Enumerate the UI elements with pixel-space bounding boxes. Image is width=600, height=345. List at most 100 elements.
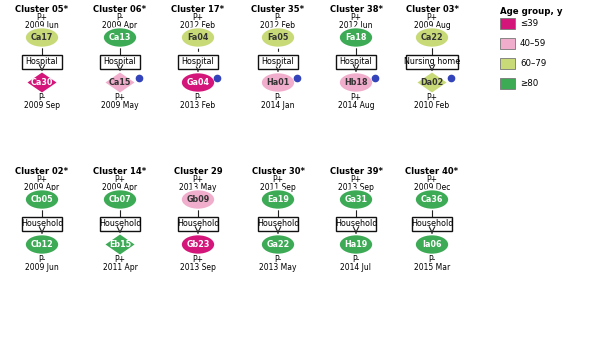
Text: P+: P+ (115, 256, 125, 265)
Text: 60–79: 60–79 (520, 59, 546, 68)
FancyBboxPatch shape (412, 217, 452, 230)
Text: Ha19: Ha19 (344, 240, 368, 249)
Text: 2013 May: 2013 May (259, 263, 297, 272)
Text: 2009 May: 2009 May (101, 100, 139, 109)
Text: Cluster 06*: Cluster 06* (94, 5, 146, 14)
Text: Cluster 29: Cluster 29 (173, 167, 223, 176)
Text: Cluster 03*: Cluster 03* (406, 5, 458, 14)
Text: Hospital: Hospital (182, 57, 214, 66)
Text: P-: P- (194, 93, 202, 102)
FancyBboxPatch shape (258, 217, 298, 230)
Ellipse shape (25, 235, 59, 255)
Text: Da02: Da02 (421, 78, 443, 87)
Ellipse shape (415, 189, 449, 209)
FancyBboxPatch shape (500, 58, 515, 69)
Text: Ca36: Ca36 (421, 195, 443, 204)
Text: P-: P- (274, 256, 281, 265)
Text: Fa04: Fa04 (187, 33, 209, 42)
FancyBboxPatch shape (178, 217, 218, 230)
Text: Ca22: Ca22 (421, 33, 443, 42)
Text: Cluster 05*: Cluster 05* (16, 5, 68, 14)
Ellipse shape (261, 28, 295, 48)
Text: Cluster 35*: Cluster 35* (251, 5, 305, 14)
Text: Age group, y: Age group, y (500, 7, 563, 16)
Ellipse shape (339, 72, 373, 92)
Text: Cluster 40*: Cluster 40* (406, 167, 458, 176)
Text: P+: P+ (193, 256, 203, 265)
Polygon shape (26, 71, 58, 93)
Text: 2012 Jun: 2012 Jun (339, 20, 373, 30)
Text: 2009 Sep: 2009 Sep (24, 100, 60, 109)
Text: 2014 Jan: 2014 Jan (261, 100, 295, 109)
FancyBboxPatch shape (336, 217, 376, 230)
Text: P-: P- (352, 256, 359, 265)
Text: 2013 Sep: 2013 Sep (180, 263, 216, 272)
FancyBboxPatch shape (22, 217, 62, 230)
Text: P+: P+ (115, 93, 125, 102)
Text: Ga04: Ga04 (187, 78, 209, 87)
Text: Hospital: Hospital (340, 57, 373, 66)
Text: P+: P+ (272, 176, 284, 185)
Text: Cluster 17*: Cluster 17* (172, 5, 224, 14)
Text: P+: P+ (193, 13, 203, 22)
Text: Hb18: Hb18 (344, 78, 368, 87)
Text: Cluster 30*: Cluster 30* (251, 167, 305, 176)
Text: 2015 Mar: 2015 Mar (414, 263, 450, 272)
Polygon shape (104, 71, 136, 93)
Text: 40–59: 40–59 (520, 39, 546, 48)
Ellipse shape (25, 28, 59, 48)
FancyBboxPatch shape (100, 55, 140, 69)
Text: Fa05: Fa05 (268, 33, 289, 42)
Text: Ca30: Ca30 (31, 78, 53, 87)
Text: P-: P- (38, 93, 46, 102)
Text: Hospital: Hospital (262, 57, 295, 66)
Text: Ea19: Ea19 (267, 195, 289, 204)
Text: Ca17: Ca17 (31, 33, 53, 42)
Text: 2014 Jul: 2014 Jul (341, 263, 371, 272)
Ellipse shape (103, 189, 137, 209)
Text: P+: P+ (427, 13, 437, 22)
Ellipse shape (339, 28, 373, 48)
FancyBboxPatch shape (500, 78, 515, 89)
Text: Gb23: Gb23 (187, 240, 209, 249)
Text: P+: P+ (350, 13, 361, 22)
Text: P+: P+ (350, 93, 361, 102)
Text: 2011 Apr: 2011 Apr (103, 263, 137, 272)
Text: Household: Household (411, 219, 453, 228)
Text: P-: P- (274, 13, 281, 22)
Text: Cluster 02*: Cluster 02* (16, 167, 68, 176)
Ellipse shape (181, 189, 215, 209)
Ellipse shape (339, 235, 373, 255)
Text: P+: P+ (193, 176, 203, 185)
Text: P+: P+ (427, 176, 437, 185)
Text: 2009 Dec: 2009 Dec (414, 183, 450, 191)
Text: 2014 Aug: 2014 Aug (338, 100, 374, 109)
Text: Cb05: Cb05 (31, 195, 53, 204)
Text: Cluster 38*: Cluster 38* (329, 5, 383, 14)
Ellipse shape (339, 189, 373, 209)
Text: Hospital: Hospital (104, 57, 136, 66)
Text: Household: Household (257, 219, 299, 228)
Polygon shape (104, 234, 136, 256)
Ellipse shape (415, 235, 449, 255)
Text: 2013 Sep: 2013 Sep (338, 183, 374, 191)
Text: Household: Household (99, 219, 141, 228)
Text: 2009 Apr: 2009 Apr (103, 183, 137, 191)
Text: 2009 Apr: 2009 Apr (25, 183, 59, 191)
Text: Nursing home: Nursing home (404, 57, 460, 66)
Polygon shape (416, 71, 448, 93)
Text: P-: P- (116, 13, 124, 22)
Text: Gb09: Gb09 (187, 195, 209, 204)
Ellipse shape (181, 28, 215, 48)
Text: Eb15: Eb15 (109, 240, 131, 249)
Text: 2009 Jun: 2009 Jun (25, 263, 59, 272)
Text: Ca13: Ca13 (109, 33, 131, 42)
FancyBboxPatch shape (100, 217, 140, 230)
Text: Hospital: Hospital (26, 57, 58, 66)
Text: P+: P+ (427, 93, 437, 102)
Ellipse shape (261, 189, 295, 209)
Text: Household: Household (21, 219, 63, 228)
Text: 2012 Feb: 2012 Feb (260, 20, 296, 30)
Text: P+: P+ (37, 13, 47, 22)
Text: Ga31: Ga31 (344, 195, 367, 204)
